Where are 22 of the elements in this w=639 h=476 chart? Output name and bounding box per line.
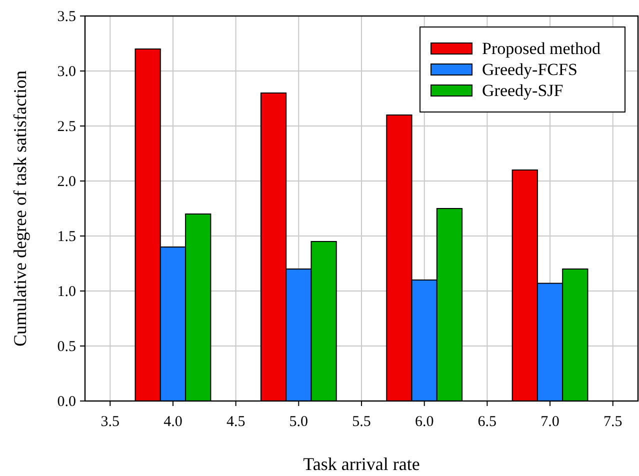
x-tick-label: 7.5 <box>603 414 622 430</box>
x-tick-label: 5.5 <box>352 414 371 430</box>
y-tick-label: 3.0 <box>57 64 76 80</box>
legend-label: Proposed method <box>482 39 602 58</box>
y-tick-label: 2.0 <box>57 174 76 190</box>
x-tick-label: 6.5 <box>478 414 497 430</box>
y-tick-label: 3.5 <box>57 9 76 25</box>
x-tick-label: 5.0 <box>289 414 308 430</box>
x-tick-label: 4.5 <box>226 414 246 430</box>
x-tick-label: 4.0 <box>164 414 182 430</box>
x-tick-label: 6.0 <box>414 414 434 430</box>
x-axis-title: Task arrival rate <box>303 454 420 474</box>
x-tick-label: 3.5 <box>100 414 120 430</box>
legend-label: Greedy-SJF <box>482 81 564 100</box>
y-tick-label: 0.0 <box>57 394 76 410</box>
y-tick-label: 1.5 <box>57 229 76 245</box>
y-axis-title: Cumulative degree of task satisfaction <box>10 70 30 346</box>
y-tick-label: 1.0 <box>57 284 76 300</box>
x-tick-label: 7.0 <box>540 414 560 430</box>
y-tick-label: 0.5 <box>57 339 76 355</box>
y-tick-label: 2.5 <box>57 119 76 135</box>
legend-label: Greedy-FCFS <box>482 60 578 79</box>
